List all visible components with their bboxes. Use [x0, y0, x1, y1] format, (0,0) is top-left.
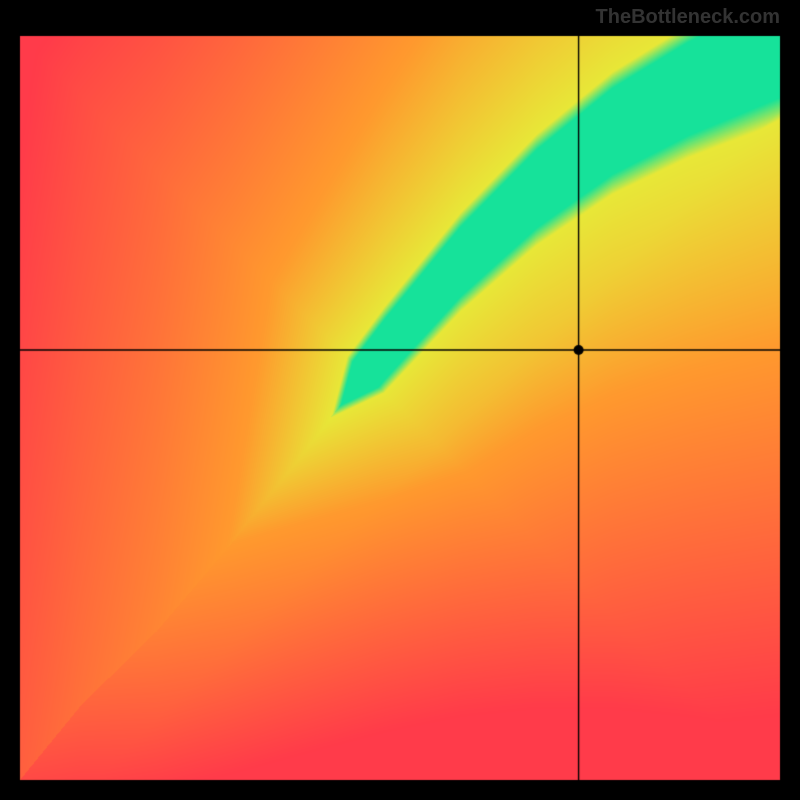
- watermark-text: TheBottleneck.com: [596, 6, 780, 29]
- chart-container: TheBottleneck.com: [0, 0, 800, 800]
- bottleneck-heatmap: [0, 0, 800, 800]
